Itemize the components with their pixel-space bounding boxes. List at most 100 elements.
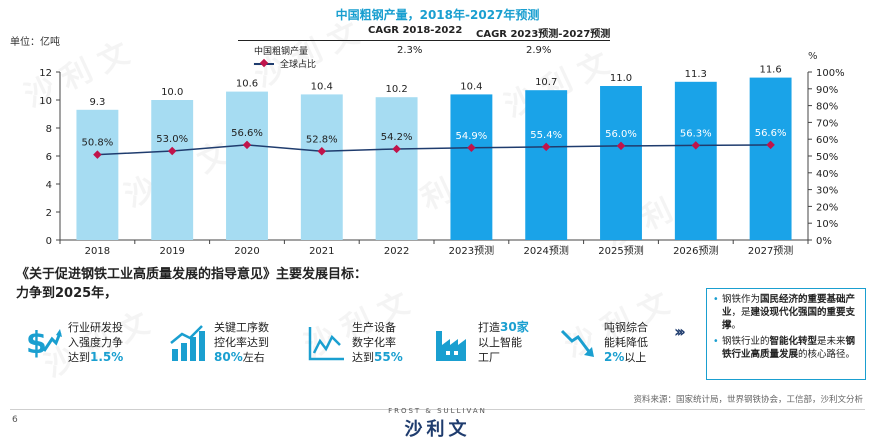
brand-logo-cn: 沙利文 <box>404 419 471 440</box>
bar-value-label: 11.0 <box>610 73 632 84</box>
line-value-label: 52.8% <box>306 134 338 145</box>
goal-line: 左右 <box>242 351 265 364</box>
goal-smart-factory: 打造30家 以上智能 工厂 <box>432 320 529 365</box>
goal-line: 控化率达到 <box>214 336 269 349</box>
page-number: 6 <box>12 415 18 425</box>
y-axis-unit-label: 单位：亿吨 <box>10 37 60 48</box>
section-title: 《关于促进钢铁工业高质量发展的指导意见》主要发展目标： 力争到2025年， <box>16 265 367 303</box>
x-tick-label: 2020 <box>234 246 259 257</box>
cagr-header-2: CAGR 2023预测-2027预测 <box>476 29 611 40</box>
y2-tick-label: 100% <box>816 68 845 79</box>
cagr-value-1: 2.3% <box>397 45 423 56</box>
y2-tick-label: 90% <box>816 85 838 96</box>
legend-label-global-share: 全球占比 <box>280 60 317 70</box>
bar <box>600 86 642 240</box>
y2-tick-label: 50% <box>816 152 838 163</box>
bar <box>151 100 194 240</box>
y2-tick-label: 60% <box>816 135 838 146</box>
bar <box>375 97 418 240</box>
goal-text: 打造30家 以上智能 工厂 <box>478 320 529 365</box>
goal-highlight: 1.5% <box>90 350 124 364</box>
x-tick-label: 2026预测 <box>673 244 718 257</box>
source-note: 资料来源：国家统计局，世界钢铁协会，工信部，沙利文分析 <box>633 395 863 405</box>
section-title-line-1: 《关于促进钢铁工业高质量发展的指导意见》主要发展目标： <box>16 267 368 282</box>
line-value-label: 56.6% <box>755 128 787 139</box>
x-tick-label: 2022 <box>384 246 409 257</box>
y2-tick-label: 30% <box>816 186 838 197</box>
line-value-label: 56.6% <box>231 128 263 139</box>
brand-logo-en: FROST & SULLIVAN <box>388 407 487 415</box>
bar-value-label: 10.2 <box>385 84 407 95</box>
goal-digitalization: 生产设备 数字化率 达到55% <box>306 320 403 365</box>
y2-axis-unit-label: % <box>808 51 818 62</box>
goal-line: 打造 <box>478 321 500 334</box>
legend: 中国粗钢产量 全球占比 <box>240 44 370 70</box>
goal-line: 生产设备 <box>352 321 396 334</box>
cagr-value-2: 2.9% <box>526 45 552 56</box>
section-title-line-2: 力争到2025年， <box>16 286 118 301</box>
y2-tick-label: 20% <box>816 202 838 213</box>
goal-line: 工厂 <box>478 351 500 364</box>
bar-value-label: 10.7 <box>535 77 557 88</box>
y-tick-label: 6 <box>46 152 52 163</box>
goal-text: 关键工序数 控化率达到 80%左右 <box>214 320 269 365</box>
line-value-label: 55.4% <box>530 130 562 141</box>
goal-highlight: 30家 <box>500 320 529 334</box>
goal-line: 达到 <box>352 351 374 364</box>
line-value-label: 54.9% <box>456 131 488 142</box>
goal-highlight: 55% <box>374 350 403 364</box>
x-tick-label: 2019 <box>159 246 184 257</box>
bar <box>76 109 119 240</box>
line-point <box>93 150 102 159</box>
svg-text:$: $ <box>26 326 47 361</box>
goal-rd-investment: $ 行业研发投 入强度力争 达到1.5% <box>22 320 123 365</box>
bar <box>226 91 268 240</box>
bar-value-label: 9.3 <box>89 97 105 108</box>
x-tick-label: 2023预测 <box>449 244 494 257</box>
y-tick-label: 10 <box>39 96 52 107</box>
info-item-1: 钢铁作为国民经济的重要基础产业，是建设现代化强国的重要支撑。 <box>713 293 859 332</box>
y2-tick-label: 70% <box>816 118 838 129</box>
goal-line: 行业研发投 <box>68 321 123 334</box>
line-value-label: 50.8% <box>82 138 114 149</box>
chevron-right-icon: ››› <box>674 322 686 341</box>
y-tick-label: 8 <box>46 124 52 135</box>
line-point <box>242 140 252 150</box>
x-tick-label: 2021 <box>309 246 334 257</box>
goal-highlight: 80% <box>214 350 243 364</box>
cagr-header-1: CAGR 2018-2022 <box>368 25 463 36</box>
goal-line: 以上 <box>624 351 647 364</box>
bar <box>450 94 493 241</box>
info-box: 钢铁作为国民经济的重要基础产业，是建设现代化强国的重要支撑。 钢铁行业的智能化转… <box>706 288 866 380</box>
bar-value-label: 10.4 <box>460 81 482 92</box>
x-tick-label: 2024预测 <box>523 244 568 257</box>
y-tick-label: 12 <box>39 68 52 79</box>
legend-label-production: 中国粗钢产量 <box>254 47 309 57</box>
y2-tick-label: 10% <box>816 219 838 230</box>
bar <box>674 81 717 240</box>
info-item-2: 钢铁行业的智能化转型是未来钢铁行业高质量发展的核心路径。 <box>713 335 859 361</box>
line-value-label: 56.3% <box>680 128 712 139</box>
goal-highlight: 2% <box>604 350 625 364</box>
factory-icon <box>436 330 466 361</box>
goal-text: 吨钢综合 能耗降低 2%以上 <box>604 320 648 365</box>
goal-line: 入强度力争 <box>68 336 123 349</box>
line-point <box>392 144 401 154</box>
y2-tick-label: 40% <box>816 169 838 180</box>
dollar-growth-icon: $ <box>26 326 62 361</box>
line-point <box>467 143 476 153</box>
line-chart-icon <box>308 326 344 360</box>
bar <box>525 90 568 240</box>
chart-title: 中国粗钢产量，2018年-2027年预测 <box>335 8 540 22</box>
line-value-label: 53.0% <box>156 134 188 145</box>
goal-line: 能耗降低 <box>604 336 648 349</box>
trend-down-icon <box>560 329 594 357</box>
bar-chart-up-icon <box>170 324 205 361</box>
bar-value-label: 11.3 <box>685 69 707 80</box>
goal-line: 吨钢综合 <box>604 321 648 334</box>
goal-text: 行业研发投 入强度力争 达到1.5% <box>68 320 123 365</box>
line-value-label: 54.2% <box>381 132 413 143</box>
goal-text: 生产设备 数字化率 达到55% <box>352 320 403 365</box>
bar-value-label: 10.4 <box>311 81 333 92</box>
bar-value-label: 11.6 <box>759 65 781 76</box>
